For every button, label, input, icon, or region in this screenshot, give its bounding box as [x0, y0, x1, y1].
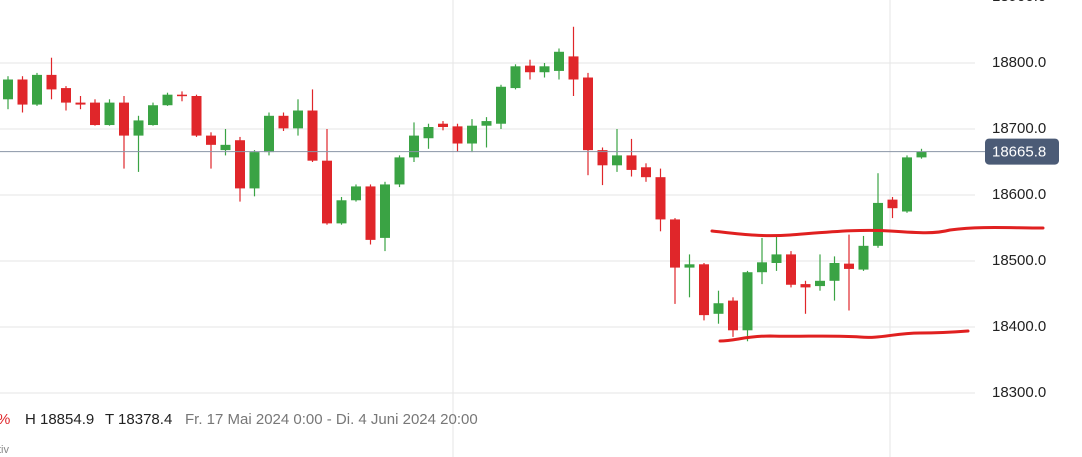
plot-area	[0, 26, 975, 394]
candle-body	[699, 264, 709, 316]
trend-line	[710, 226, 1045, 238]
last-price-label: 18665.8	[992, 144, 1046, 161]
candle-body	[728, 300, 738, 331]
candle-body	[177, 94, 187, 97]
y-tick-label: 18600.0	[992, 186, 1046, 203]
candle-body	[684, 264, 695, 268]
candle-body	[771, 254, 782, 263]
candle-body	[409, 135, 419, 158]
candle-body	[3, 79, 13, 100]
candle-body	[249, 152, 260, 189]
candle-body	[17, 79, 28, 105]
candle-body	[481, 121, 492, 126]
candle-body	[655, 177, 666, 220]
y-tick-label: 18400.0	[992, 318, 1046, 335]
candle-body	[133, 120, 144, 136]
candle-body	[713, 303, 724, 314]
candle-body	[902, 157, 912, 212]
high-text: H 18854.9	[25, 411, 94, 428]
candle-body	[75, 102, 86, 105]
candle-body	[278, 115, 289, 129]
candle-body	[293, 110, 303, 129]
candle-body	[612, 155, 622, 166]
candle-body	[568, 56, 579, 80]
candle-body	[104, 102, 115, 126]
range-text: Fr. 17 Mai 2024 0:00 - Di. 4 Juni 2024 2…	[185, 411, 478, 428]
candle-body	[583, 77, 593, 151]
y-tick-label: 18700.0	[992, 120, 1046, 137]
y-tick-label: 18900.0	[992, 0, 1046, 5]
candle-body	[264, 115, 274, 153]
candle-body	[757, 262, 767, 273]
candle-body	[148, 105, 158, 126]
candle-body	[496, 86, 506, 124]
candle-body	[191, 96, 202, 136]
candle-body	[467, 125, 477, 144]
candle-body	[336, 200, 347, 224]
candle-body	[641, 167, 651, 178]
candle-body	[525, 65, 535, 73]
candle-body	[452, 126, 463, 144]
candle-body	[206, 135, 216, 145]
candle-body	[742, 272, 753, 331]
candle-body	[322, 160, 332, 224]
candle-body	[220, 144, 231, 151]
candle-body	[858, 245, 869, 270]
candle-body	[61, 88, 71, 103]
candle-body	[510, 66, 521, 89]
candle-body	[394, 157, 405, 185]
candle-body	[423, 127, 434, 139]
low-text: T 18378.4	[105, 411, 172, 428]
candle-body	[916, 151, 927, 158]
last-price-tag	[985, 138, 1059, 165]
candle-body	[235, 140, 245, 189]
candle-body	[887, 199, 898, 209]
candle-body	[119, 102, 129, 136]
candle-body	[873, 202, 883, 246]
candle-body	[800, 284, 811, 288]
candle-body	[90, 102, 100, 126]
y-tick-label: 18800.0	[992, 54, 1046, 71]
candle-body	[307, 110, 318, 161]
candle-body	[46, 74, 57, 90]
change-text: %	[0, 411, 10, 428]
candle-body	[670, 219, 680, 268]
candle-body	[438, 123, 448, 128]
candle-body	[539, 66, 550, 73]
footer-text: tiv	[0, 444, 10, 456]
candle-body	[597, 150, 608, 166]
y-tick-label: 18300.0	[992, 384, 1046, 401]
candle-body	[626, 155, 637, 170]
candle-body	[380, 184, 390, 238]
candle-body	[815, 280, 825, 287]
candle-body	[554, 51, 564, 71]
candle-body	[844, 263, 854, 269]
y-tick-label: 18500.0	[992, 252, 1046, 269]
candle-body	[351, 186, 361, 201]
candle-body	[786, 254, 796, 285]
candle-body	[162, 94, 173, 106]
candle-body	[829, 262, 840, 281]
candle-body	[365, 186, 376, 240]
trend-line	[718, 329, 970, 343]
candle-body	[32, 74, 42, 105]
